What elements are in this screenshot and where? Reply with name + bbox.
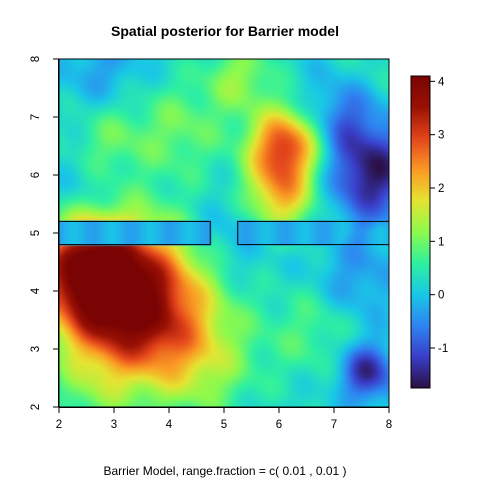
y-tick-label: 8 xyxy=(30,56,42,62)
colorbar-tick-label: 0 xyxy=(438,290,444,302)
x-tick-label: 2 xyxy=(56,419,62,431)
y-tick-label: 2 xyxy=(30,404,42,410)
x-tick-label: 7 xyxy=(331,419,337,431)
x-tick-label: 5 xyxy=(221,419,227,431)
chart-caption: Barrier Model, range.fraction = c( 0.01 … xyxy=(103,464,346,478)
x-tick-label: 3 xyxy=(111,419,117,431)
colorbar-tick-label: -1 xyxy=(438,343,448,355)
y-tick-label: 6 xyxy=(30,172,42,178)
colorbar-tick-label: 1 xyxy=(438,236,444,248)
colorbar xyxy=(411,76,430,388)
x-tick-label: 4 xyxy=(166,419,173,431)
x-tick-label: 8 xyxy=(386,419,392,431)
x-axis: 2 3 4 5 6 7 8 xyxy=(56,407,392,431)
y-tick-label: 3 xyxy=(30,346,42,352)
y-tick-label: 7 xyxy=(30,114,42,120)
y-tick-label: 4 xyxy=(30,287,42,294)
x-tick-label: 6 xyxy=(276,419,282,431)
colorbar-tick-label: 3 xyxy=(438,130,444,142)
colorbar-tick-label: 4 xyxy=(438,76,445,88)
posterior-field xyxy=(59,59,389,407)
y-tick-label: 5 xyxy=(30,230,42,236)
colorbar-axis: -1 0 1 2 3 4 xyxy=(429,76,448,388)
y-axis: 2 3 4 5 6 7 8 xyxy=(30,56,59,410)
colorbar-tick-label: 2 xyxy=(438,183,444,195)
chart-title: Spatial posterior for Barrier model xyxy=(111,23,339,39)
